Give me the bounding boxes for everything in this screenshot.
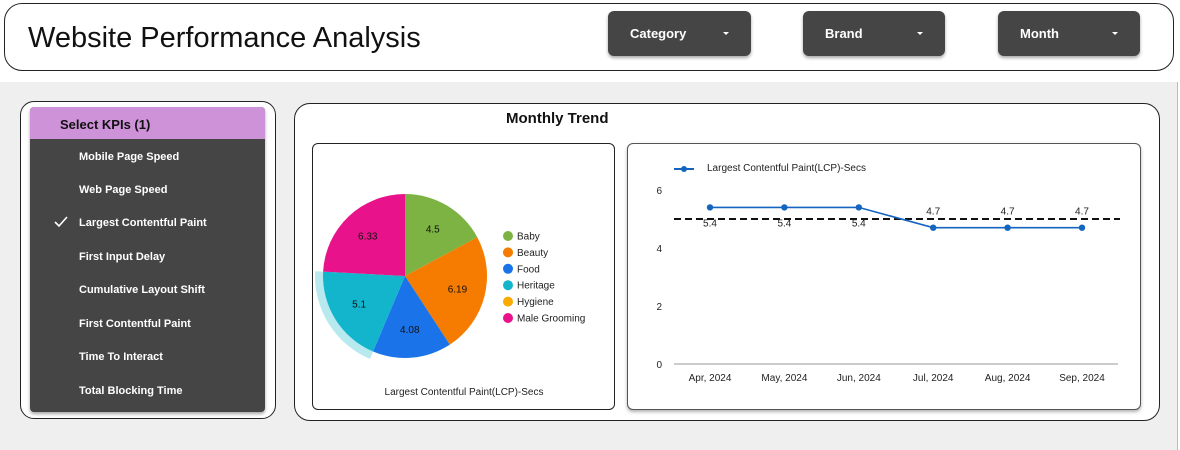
data-point	[1078, 224, 1086, 231]
kpi-item-label: Web Page Speed	[79, 184, 168, 196]
pie-chart-axis-label: Largest Contentful Paint(LCP)-Secs	[385, 387, 544, 398]
kpi-item-label: Total Blocking Time	[79, 385, 183, 397]
legend-swatch	[503, 263, 513, 274]
data-label: 5.4	[777, 218, 791, 229]
pie-data-label: 5.1	[352, 300, 366, 311]
x-tick-label: Sep, 2024	[1059, 373, 1105, 384]
legend-swatch	[503, 231, 513, 241]
month-dropdown[interactable]: Month	[998, 11, 1140, 56]
pie-slice-heritage	[323, 271, 405, 352]
x-tick-label: Jul, 2024	[913, 373, 954, 384]
x-tick-label: Jun, 2024	[837, 373, 881, 384]
pie-data-label: 6.19	[448, 284, 468, 295]
data-point	[1004, 224, 1011, 231]
x-tick-label: Apr, 2024	[689, 373, 732, 384]
kpi-item-label: First Input Delay	[79, 251, 166, 263]
kpi-item-first-input-delay[interactable]: First Input Delay	[30, 241, 265, 271]
data-point	[706, 204, 714, 211]
y-tick-label: 4	[656, 244, 662, 255]
pie-slice-baby	[405, 194, 478, 276]
kpi-item-label: First Contentful Paint	[79, 318, 191, 330]
series-line	[710, 206, 1082, 229]
legend-label: Beauty	[517, 248, 548, 259]
kpi-selector: Select KPIs (1) Mobile Page Speed Web Pa…	[30, 107, 265, 412]
x-tick-label: Aug, 2024	[985, 373, 1031, 384]
caret-down-icon	[1112, 32, 1118, 35]
data-label: 5.4	[852, 218, 866, 229]
data-label: 4.7	[926, 207, 940, 218]
header-bar: Website Performance Analysis	[4, 3, 1174, 71]
pie-slice-food	[373, 276, 450, 358]
y-tick-label: 6	[656, 186, 662, 197]
legend-swatch	[503, 247, 513, 258]
pie-slice-highlight	[315, 271, 374, 359]
category-dropdown[interactable]: Category	[608, 11, 751, 56]
caret-down-icon	[917, 32, 923, 35]
kpi-selector-header[interactable]: Select KPIs (1)	[30, 107, 265, 139]
kpi-item-label: Cumulative Layout Shift	[79, 284, 205, 296]
data-label: 4.7	[1075, 207, 1089, 218]
kpi-item-largest-contentful-paint[interactable]: Largest Contentful Paint	[30, 207, 265, 237]
pie-data-label: 6.33	[358, 232, 378, 243]
data-point	[781, 204, 788, 211]
kpi-item-web-page-speed[interactable]: Web Page Speed	[30, 174, 265, 204]
data-point	[930, 224, 937, 231]
month-dropdown-label: Month	[1020, 26, 1059, 41]
monthly-trend-title: Monthly Trend	[506, 110, 609, 127]
brand-dropdown[interactable]: Brand	[803, 11, 945, 56]
category-dropdown-label: Category	[630, 26, 687, 41]
kpi-item-mobile-page-speed[interactable]: Mobile Page Speed	[30, 141, 265, 171]
legend-label: Male Grooming	[517, 314, 585, 325]
line-chart-card: Largest Contentful Paint(LCP)-Secs 0 2 4 6 Ap…	[627, 143, 1141, 410]
legend-swatch	[503, 296, 513, 307]
pie-chart: 4.5 6.19 4.08 5.1 6.33 Baby Beauty Food Heritage…	[315, 194, 585, 398]
legend-label: Largest Contentful Paint(LCP)-Secs	[707, 163, 866, 174]
legend-marker	[681, 166, 687, 172]
pie-data-label: 4.08	[400, 325, 420, 336]
legend-swatch	[503, 280, 513, 291]
pie-data-label: 4.5	[426, 225, 440, 236]
data-label: 5.4	[703, 218, 717, 229]
pie-slice-male-grooming	[323, 194, 405, 276]
checkmark-icon	[54, 216, 68, 228]
kpi-item-cumulative-layout-shift[interactable]: Cumulative Layout Shift	[30, 274, 265, 304]
kpi-item-label: Mobile Page Speed	[79, 151, 180, 163]
caret-down-icon	[723, 32, 729, 35]
legend-label: Hygiene	[517, 297, 554, 308]
kpi-selector-heading: Select KPIs (1)	[60, 117, 151, 132]
y-tick-label: 0	[656, 360, 662, 371]
data-label: 4.7	[1001, 207, 1015, 218]
line-chart: Largest Contentful Paint(LCP)-Secs 0 2 4 6 Ap…	[656, 163, 1120, 384]
kpi-item-label: Largest Contentful Paint	[79, 217, 207, 229]
legend-label: Food	[517, 264, 540, 275]
page-title: Website Performance Analysis	[28, 22, 421, 54]
brand-dropdown-label: Brand	[825, 26, 863, 41]
data-point	[855, 204, 862, 211]
x-tick-label: May, 2024	[761, 373, 807, 384]
kpi-item-first-contentful-paint[interactable]: First Contentful Paint	[30, 308, 265, 338]
kpi-item-total-blocking-time[interactable]: Total Blocking Time	[30, 375, 265, 405]
pie-chart-card: 4.5 6.19 4.08 5.1 6.33 Baby Beauty Food Heritage…	[312, 143, 615, 410]
legend-label: Baby	[517, 232, 540, 243]
legend-swatch	[503, 313, 513, 323]
legend-label: Heritage	[517, 281, 555, 292]
kpi-item-label: Time To Interact	[79, 351, 163, 363]
pie-slice-beauty	[405, 237, 487, 345]
kpi-item-time-to-interact[interactable]: Time To Interact	[30, 341, 265, 371]
y-tick-label: 2	[656, 302, 662, 313]
